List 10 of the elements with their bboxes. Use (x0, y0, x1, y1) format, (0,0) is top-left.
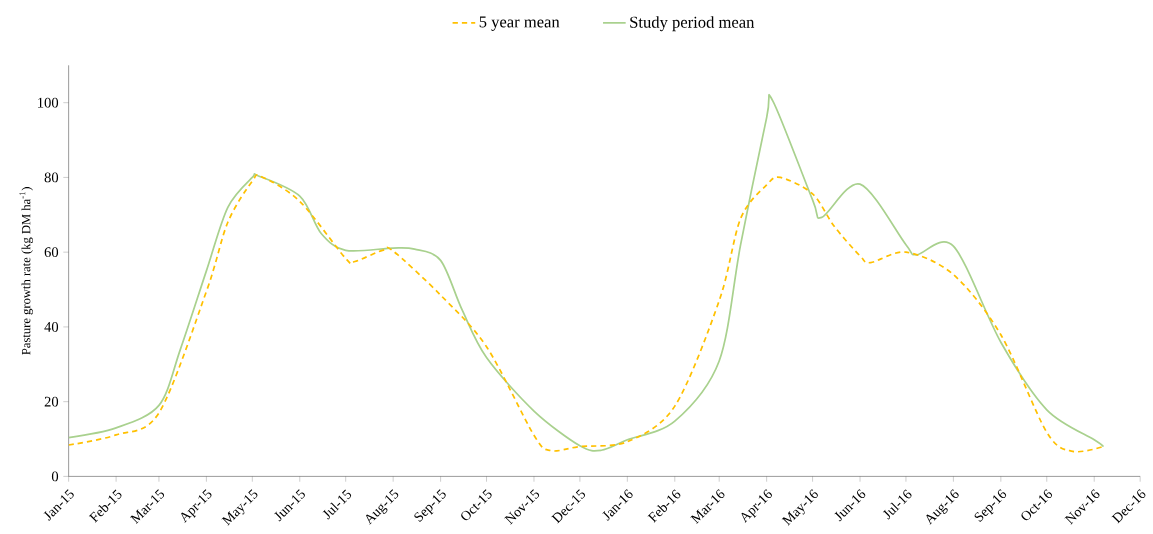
y-tick-label: 40 (44, 321, 59, 332)
y-axis-title: Pasture growth rate (kg DM ha$^{-1}$) (19, 186, 33, 355)
legend-label: Study period mean (630, 15, 755, 31)
y-tick-label: 0 (51, 471, 59, 482)
y-tick-label: 100 (38, 97, 59, 108)
y-tick-label: 60 (44, 247, 59, 257)
y-tick-label: 80 (44, 172, 59, 183)
line-series (68, 175, 1105, 453)
legend-label: 5 year mean (479, 16, 560, 31)
y-tick-label: 20 (44, 396, 59, 407)
